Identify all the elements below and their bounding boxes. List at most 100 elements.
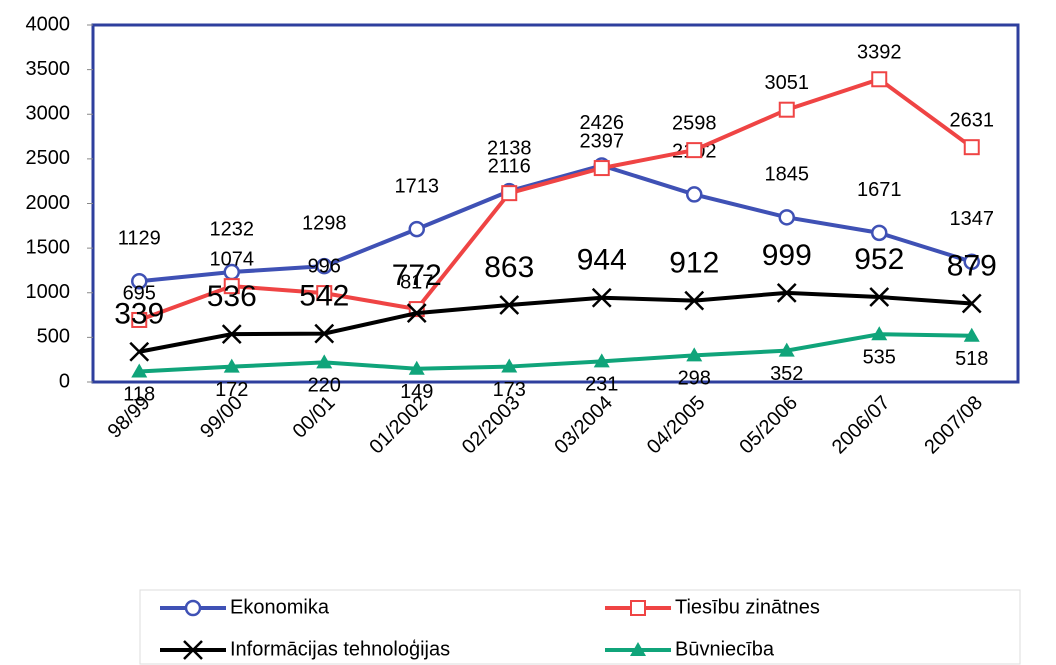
- data-label: 2138: [487, 137, 532, 159]
- marker: [501, 358, 518, 373]
- data-label: 2426: [580, 112, 625, 134]
- marker: [963, 327, 980, 342]
- x-tick-label: 2007/08: [920, 392, 987, 459]
- data-label: 1845: [765, 164, 810, 186]
- data-label: 863: [484, 251, 534, 284]
- legend-label: Būvniecība: [675, 638, 775, 660]
- marker: [316, 257, 333, 275]
- data-label: 535: [863, 347, 896, 369]
- y-tick-label: 4000: [26, 13, 71, 35]
- marker: [778, 101, 795, 118]
- y-tick-label: 2500: [26, 147, 71, 169]
- marker: [499, 295, 520, 315]
- data-label: 3392: [857, 42, 902, 64]
- y-tick-label: 0: [59, 370, 70, 392]
- series-line: [139, 163, 973, 284]
- data-label: 1232: [210, 218, 255, 240]
- y-tick-label: 1000: [26, 281, 71, 303]
- marker: [408, 220, 425, 238]
- data-label: 996: [308, 255, 341, 277]
- marker: [963, 139, 980, 156]
- marker: [686, 347, 703, 362]
- marker: [408, 360, 425, 375]
- data-label: 695: [123, 282, 156, 304]
- data-label: 118: [123, 384, 155, 406]
- marker: [184, 599, 202, 617]
- x-tick-label: 2006/07: [828, 392, 895, 459]
- marker: [776, 282, 797, 303]
- marker: [871, 326, 888, 341]
- data-label: 912: [669, 247, 719, 280]
- marker: [223, 278, 240, 295]
- data-label: 220: [308, 375, 341, 397]
- x-tick-label: 02/2003: [458, 392, 525, 459]
- x-tick-label: 04/2005: [643, 392, 710, 459]
- marker: [630, 600, 646, 616]
- legend-label: Informācijas tehnoloģijas: [230, 638, 450, 660]
- marker: [961, 293, 982, 314]
- series-line: [138, 290, 972, 354]
- data-label: 1298: [302, 212, 347, 234]
- marker: [183, 640, 203, 660]
- data-label: 879: [947, 249, 997, 282]
- marker: [591, 287, 612, 308]
- marker: [129, 341, 150, 362]
- legend-box: [139, 589, 1021, 665]
- marker: [963, 253, 980, 271]
- marker: [593, 160, 610, 177]
- x-tick-label: 05/2006: [735, 392, 802, 459]
- data-label: 1074: [210, 248, 255, 270]
- y-tick-label: 2000: [26, 192, 71, 214]
- data-label: 172: [215, 379, 248, 401]
- marker: [686, 142, 703, 159]
- marker: [778, 209, 795, 226]
- series-line: [138, 77, 973, 322]
- marker: [406, 303, 427, 323]
- marker: [871, 71, 888, 88]
- marker: [684, 290, 705, 311]
- marker: [778, 342, 795, 357]
- y-tick-label: 3000: [26, 103, 71, 125]
- data-label: 2397: [580, 130, 625, 152]
- x-tick-label: 03/2004: [550, 392, 617, 459]
- data-label: 339: [114, 298, 164, 331]
- marker: [316, 285, 333, 302]
- marker: [131, 272, 148, 290]
- data-label: 999: [762, 239, 812, 272]
- marker: [316, 354, 333, 369]
- data-label: 298: [678, 368, 711, 390]
- marker: [131, 311, 148, 328]
- series-line: [139, 332, 972, 374]
- legend-label: Tiesību zinātnes: [675, 596, 820, 618]
- marker: [221, 324, 242, 345]
- data-label: 2631: [950, 109, 995, 131]
- data-label: 352: [770, 363, 803, 385]
- data-label: 1129: [118, 228, 161, 250]
- data-label: 3051: [765, 72, 810, 94]
- marker: [131, 363, 148, 378]
- data-label: 2598: [672, 112, 717, 134]
- marker: [686, 186, 703, 203]
- y-tick-label: 3500: [26, 58, 71, 80]
- data-label: 772: [392, 259, 442, 292]
- data-label: 817: [400, 271, 433, 293]
- data-label: 944: [577, 244, 627, 277]
- marker: [501, 185, 518, 202]
- legend-label: Ekonomika: [230, 596, 330, 618]
- marker: [593, 353, 610, 368]
- data-label: 1671: [857, 179, 902, 201]
- marker: [314, 323, 335, 344]
- data-label: 2116: [488, 155, 531, 177]
- y-tick-label: 1500: [26, 236, 71, 258]
- data-label: 149: [400, 381, 433, 403]
- data-label: 1713: [395, 175, 440, 197]
- y-tick-label: 500: [37, 326, 70, 348]
- data-label: 542: [299, 280, 349, 313]
- data-label: 231: [585, 374, 618, 396]
- data-label: 518: [955, 348, 988, 370]
- marker: [871, 224, 888, 242]
- data-label: 173: [493, 379, 526, 401]
- data-label: 536: [207, 280, 257, 313]
- marker: [869, 287, 890, 307]
